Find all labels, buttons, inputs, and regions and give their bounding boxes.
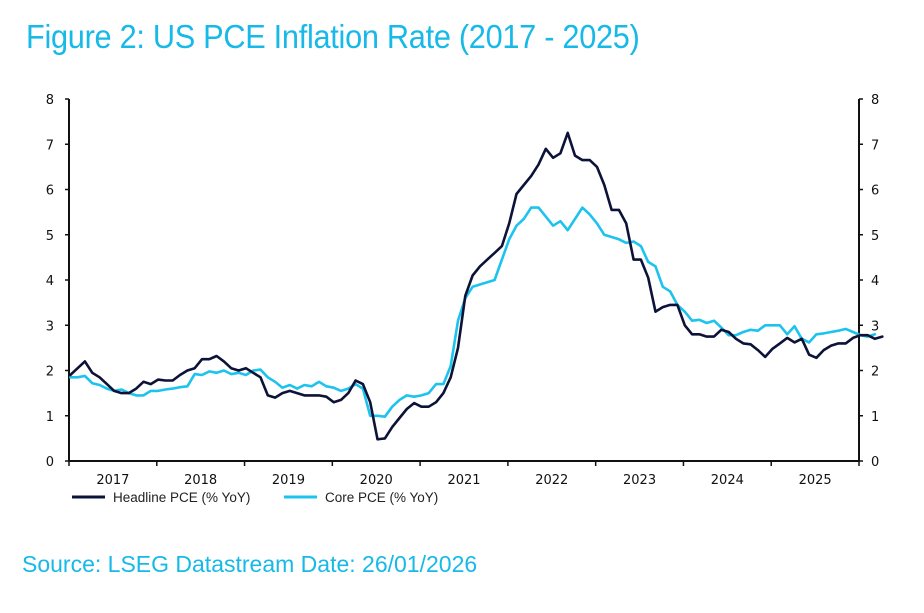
y-tick-label-right: 7 bbox=[871, 138, 879, 153]
x-tick-label: 2023 bbox=[623, 473, 656, 488]
x-tick-label: 2017 bbox=[96, 473, 129, 488]
x-tick-label: 2018 bbox=[184, 473, 217, 488]
figure-title: Figure 2: US PCE Inflation Rate (2017 - … bbox=[26, 18, 640, 55]
x-tick-label: 2020 bbox=[360, 473, 393, 488]
y-tick-label-right: 0 bbox=[871, 455, 879, 470]
y-tick-label-left: 1 bbox=[46, 410, 54, 425]
axes: 0 0 1 1 2 2 3 3 4 4 5 5 6 6 7 7 8 8 2017 2018 2019 2020 2021 20… bbox=[46, 93, 880, 488]
series-layer bbox=[69, 131, 884, 441]
x-tick-label: 2019 bbox=[272, 473, 305, 488]
x-tick-label: 2024 bbox=[711, 473, 744, 488]
y-tick-label-left: 7 bbox=[46, 138, 54, 153]
y-tick-label-left: 4 bbox=[46, 274, 54, 289]
y-tick-label-left: 3 bbox=[46, 319, 54, 334]
y-tick-label-right: 3 bbox=[871, 319, 879, 334]
y-tick-label-left: 8 bbox=[46, 93, 54, 108]
source-note: Source: LSEG Datastream Date: 26/01/2026 bbox=[22, 551, 478, 577]
legend-label-headline: Headline PCE (% YoY) bbox=[113, 490, 250, 505]
y-tick-label-right: 8 bbox=[871, 93, 879, 108]
y-tick-label-right: 5 bbox=[871, 229, 879, 244]
x-tick-label: 2025 bbox=[799, 473, 832, 488]
y-tick-label-left: 0 bbox=[46, 455, 54, 470]
y-tick-label-right: 1 bbox=[871, 410, 879, 425]
series-line-core bbox=[69, 206, 877, 419]
y-tick-label-right: 2 bbox=[871, 365, 879, 380]
y-tick-label-left: 5 bbox=[46, 229, 54, 244]
legend: Headline PCE (% YoY) Core PCE (% YoY) bbox=[72, 490, 438, 505]
y-tick-label-right: 6 bbox=[871, 184, 879, 199]
x-tick-label: 2022 bbox=[535, 473, 568, 488]
series-line-headline bbox=[69, 131, 884, 441]
y-tick-label-right: 4 bbox=[871, 274, 879, 289]
x-tick-label: 2021 bbox=[447, 473, 480, 488]
legend-label-core: Core PCE (% YoY) bbox=[325, 490, 438, 505]
y-tick-label-left: 6 bbox=[46, 184, 54, 199]
y-tick-label-left: 2 bbox=[46, 365, 54, 380]
